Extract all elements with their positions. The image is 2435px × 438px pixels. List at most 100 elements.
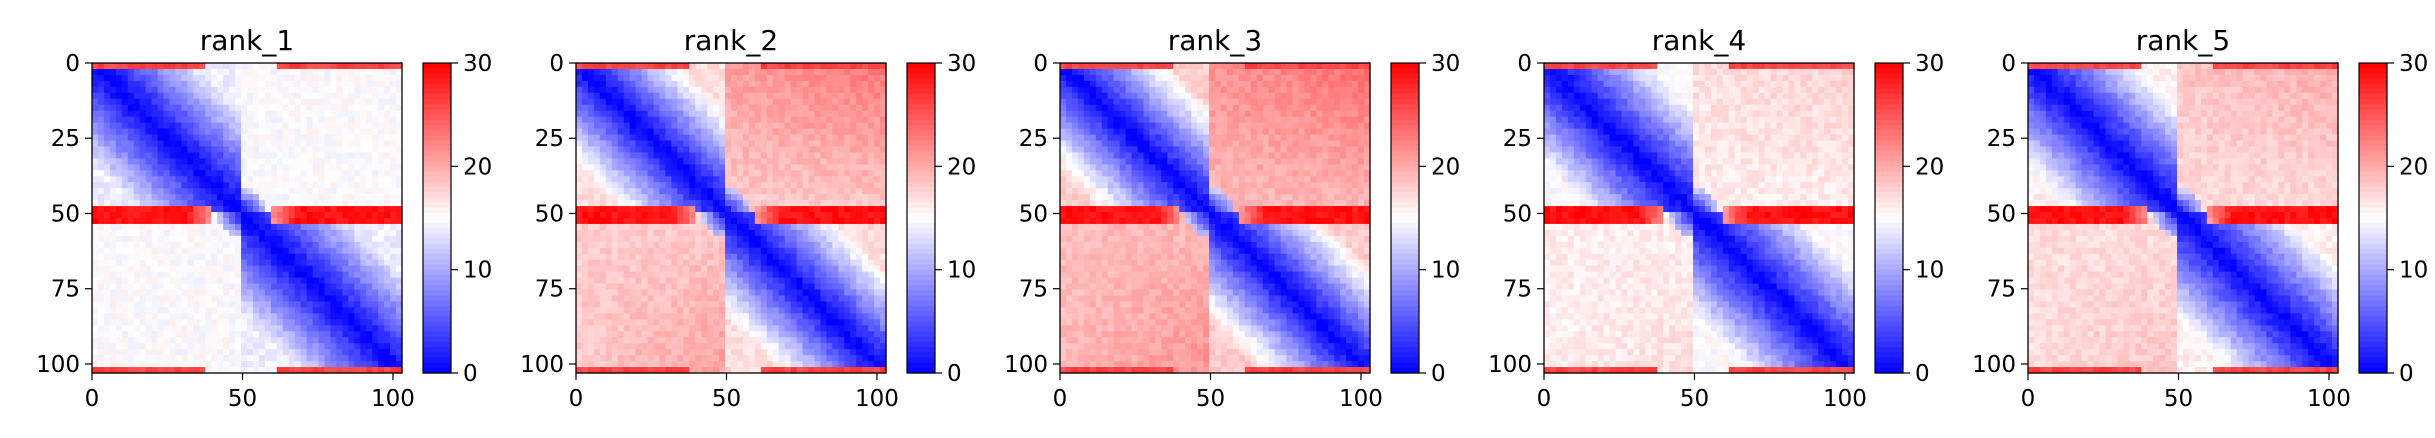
heatmap-cell [336,307,343,314]
heatmap-cell [163,277,171,285]
heatmap-cell [252,331,260,338]
heatmap-cell [623,229,631,237]
heatmap-cell [247,194,254,201]
heatmap-cell [199,92,206,100]
heatmap-cell [157,325,165,332]
heatmap-cell [862,80,869,88]
heatmap-cell [354,235,361,243]
heatmap-cell [372,74,379,82]
heatmap-cell [330,92,338,100]
heatmap-cell [623,188,631,195]
heatmap-cell [641,307,649,314]
heatmap-cell [115,271,123,279]
heatmap-cell [796,68,804,76]
heatmap-cell [193,349,200,356]
heatmap-cell [217,313,224,320]
heatmap-cell [599,92,607,100]
heatmap-cell [318,194,326,201]
heatmap-cell [581,313,589,320]
heatmap-cell [115,301,123,309]
heatmap-cell [288,128,296,136]
heatmap-cell [838,301,845,309]
heatmap-cell [199,223,206,231]
heatmap-cell [276,343,284,350]
heatmap-cell [647,301,655,309]
heatmap-cell [396,170,403,177]
heatmap-cell [276,110,284,118]
heatmap-cell [802,134,810,142]
heatmap-cell [820,229,827,237]
heatmap-cell [205,289,212,297]
heatmap-cell [778,164,786,171]
heatmap-cell [653,68,661,76]
heatmap-cell [324,361,332,368]
heatmap-cell [252,63,260,70]
heatmap-cell [683,176,690,183]
heatmap-cell [306,361,314,368]
heatmap-cell [97,140,105,148]
heatmap-cell [576,200,583,207]
heatmap-cell [742,283,750,291]
heatmap-cell [820,259,827,267]
heatmap-cell [593,218,601,225]
heatmap-cell [193,277,200,285]
heatmap-cell [229,200,236,207]
heatmap-cell [736,158,744,165]
heatmap-cell [187,63,194,70]
heatmap-cell [725,194,732,201]
heatmap-cell [784,74,792,82]
heatmap-cell [217,206,224,213]
heatmap-cell [683,295,690,303]
heatmap-cell [611,92,619,100]
heatmap-cell [838,283,845,291]
heatmap-cell [306,86,314,94]
heatmap-cell [223,188,230,195]
heatmap-cell [235,68,242,76]
heatmap-cell [199,307,206,314]
heatmap-cell [312,277,320,285]
heatmap-cell [330,307,338,314]
heatmap-cell [199,218,206,225]
heatmap-cell [217,194,224,201]
heatmap-cell [276,319,284,326]
heatmap-cell [187,170,194,177]
heatmap-cell [109,128,117,136]
heatmap-cell [790,206,798,213]
heatmap-cell [689,295,696,303]
heatmap-cell [736,223,744,231]
heatmap-cell [742,116,750,124]
heatmap-cell [384,271,391,279]
heatmap-cell [205,361,212,368]
heatmap-cell [276,176,284,183]
heatmap-cell [211,74,218,82]
heatmap-cell [701,134,708,142]
heatmap-cell [742,63,750,70]
heatmap-cell [748,80,756,88]
heatmap-cell [629,229,637,237]
heatmap-cell [623,92,631,100]
heatmap-cell [695,253,702,261]
heatmap-cell [599,74,607,82]
heatmap-cell [139,218,147,225]
heatmap-cell [127,164,135,171]
heatmap-cell [778,158,786,165]
heatmap-cell [838,182,845,189]
heatmap-cell [276,259,284,267]
heatmap-cell [808,80,816,88]
heatmap-cell [312,367,320,374]
heatmap-cell [199,343,206,350]
heatmap-cell [766,235,774,243]
heatmap-cell [760,200,768,207]
heatmap-cell [844,247,851,255]
heatmap-cell [874,277,881,285]
heatmap-cell [844,259,851,267]
heatmap-cell [288,206,296,213]
heatmap-cell [814,116,822,124]
heatmap-cell [294,277,302,285]
heatmap-cell [235,128,242,136]
heatmap-cell [312,80,320,88]
heatmap-cell [336,361,343,368]
heatmap-cell [617,146,625,154]
heatmap-cell [223,218,230,225]
